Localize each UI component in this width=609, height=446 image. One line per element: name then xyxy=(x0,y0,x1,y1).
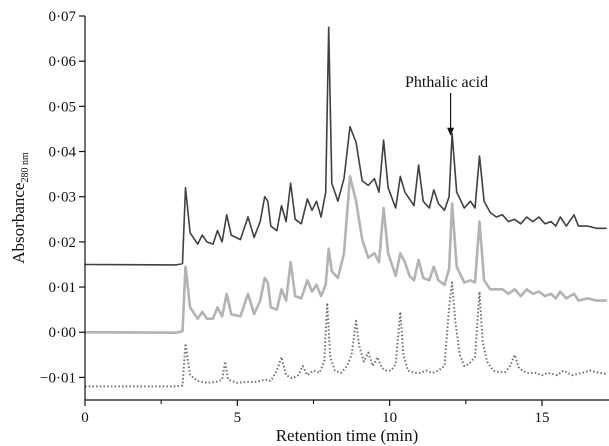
x-tick-label: 15 xyxy=(534,410,549,426)
x-axis-title: Retention time (min) xyxy=(276,426,419,445)
axes-group: −0·01 0·00 0·01 0·02 0·03 0·04 0·05 0·06 0·07 0 5 1… xyxy=(40,9,609,426)
series-line-2 xyxy=(83,175,608,334)
series-line-3 xyxy=(85,281,607,388)
y-tick-label: 0·00 xyxy=(49,325,77,341)
y-tick-label: 0·02 xyxy=(49,235,77,251)
series-group xyxy=(83,26,608,388)
x-tick-label: 5 xyxy=(234,410,242,426)
x-tick-label: 0 xyxy=(81,410,89,426)
y-tick-label: 0·06 xyxy=(49,54,77,70)
x-tick-label: 10 xyxy=(382,410,397,426)
y-tick-label: 0·05 xyxy=(49,99,77,115)
y-tick-label: −0·01 xyxy=(40,370,76,386)
y-axis-title: Absorbance280 nm xyxy=(9,152,31,264)
y-axis-title-subscript: 280 nm xyxy=(20,152,31,183)
series-line-1 xyxy=(84,26,607,266)
y-tick-label: 0·01 xyxy=(49,280,77,296)
y-tick-label: 0·03 xyxy=(49,190,77,206)
phthalic-acid-label: Phthalic acid xyxy=(405,74,488,91)
y-tick-label: 0·07 xyxy=(49,9,77,25)
y-tick-label: 0·04 xyxy=(49,145,77,161)
annotation-group: Phthalic acid xyxy=(405,74,488,136)
annotation-arrow-head xyxy=(447,127,455,136)
y-axis-title-main: Absorbance xyxy=(9,183,28,264)
